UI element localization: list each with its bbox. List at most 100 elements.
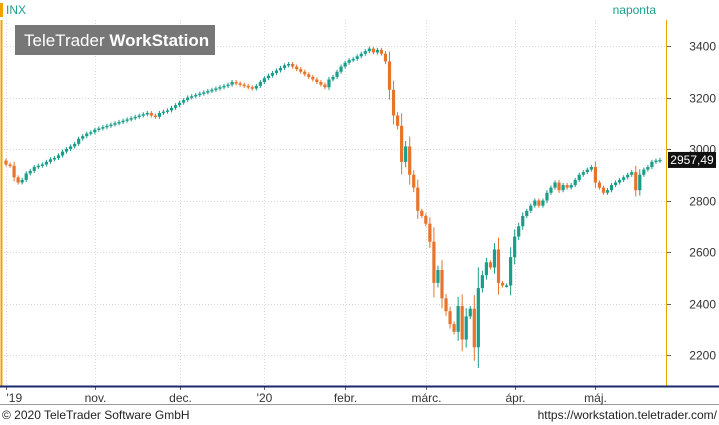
candle-body bbox=[97, 128, 101, 130]
candle bbox=[577, 172, 581, 182]
candle bbox=[270, 70, 275, 78]
candle-body bbox=[121, 120, 125, 123]
candle-body bbox=[379, 49, 384, 54]
candle bbox=[28, 168, 32, 176]
candle bbox=[32, 164, 36, 173]
candle-body bbox=[178, 102, 182, 106]
candle-body bbox=[630, 172, 634, 175]
candle-body bbox=[133, 116, 137, 119]
candle-body bbox=[521, 215, 525, 227]
candle-body bbox=[242, 84, 246, 87]
last-price-bg bbox=[668, 151, 716, 168]
candle-body bbox=[468, 308, 472, 317]
candle-body bbox=[589, 167, 593, 170]
candle bbox=[561, 182, 565, 193]
candle-body bbox=[492, 249, 497, 268]
candle bbox=[452, 321, 456, 335]
candle bbox=[537, 198, 541, 208]
candle-body bbox=[561, 185, 565, 191]
candle-body bbox=[16, 177, 20, 183]
candle-body bbox=[391, 89, 396, 116]
candle-body bbox=[480, 275, 484, 289]
candle-body bbox=[569, 185, 573, 188]
interval-label: naponta bbox=[613, 3, 657, 17]
candle bbox=[169, 105, 174, 113]
vertical-gridlines bbox=[6, 20, 596, 390]
candle-body bbox=[416, 187, 420, 211]
candle-body bbox=[464, 316, 468, 340]
candle bbox=[89, 130, 93, 136]
candle-body bbox=[593, 167, 597, 183]
candle bbox=[141, 112, 145, 118]
candle bbox=[190, 94, 194, 100]
candle-body bbox=[577, 174, 581, 180]
candle-body bbox=[64, 149, 69, 152]
candle bbox=[218, 85, 222, 91]
candle-body bbox=[549, 187, 553, 193]
candle bbox=[93, 127, 97, 135]
candle bbox=[291, 61, 295, 69]
copyright-text: © 2020 TeleTrader Software GmbH bbox=[2, 408, 190, 422]
candle-body bbox=[295, 66, 299, 70]
candle-body bbox=[565, 185, 569, 188]
candle bbox=[545, 190, 549, 204]
candle bbox=[638, 169, 642, 196]
candle bbox=[254, 83, 258, 91]
candle bbox=[282, 63, 287, 70]
candle bbox=[375, 47, 380, 55]
x-tick-label: márc. bbox=[412, 391, 442, 405]
candle bbox=[73, 141, 77, 149]
candle bbox=[81, 134, 85, 141]
candle bbox=[202, 90, 206, 96]
candle-body bbox=[214, 88, 218, 90]
candle bbox=[8, 162, 12, 168]
candle bbox=[214, 86, 218, 92]
candle bbox=[464, 308, 468, 348]
candle-body bbox=[307, 74, 311, 77]
candle bbox=[642, 167, 646, 177]
candle-body bbox=[371, 48, 375, 53]
candle-body bbox=[581, 172, 585, 175]
candle-body bbox=[105, 125, 109, 128]
candle bbox=[424, 213, 428, 227]
candle-body bbox=[274, 70, 279, 74]
candle bbox=[400, 113, 404, 175]
candle bbox=[416, 179, 420, 219]
candle bbox=[565, 182, 569, 190]
candle bbox=[48, 157, 53, 164]
candle-body bbox=[262, 78, 266, 83]
candle-body bbox=[230, 82, 234, 85]
candle bbox=[295, 64, 299, 72]
candle-body bbox=[613, 182, 618, 186]
candle-body bbox=[210, 89, 214, 92]
candle-body bbox=[634, 172, 638, 191]
candle bbox=[161, 109, 166, 116]
candle-body bbox=[517, 226, 521, 237]
candle-body bbox=[81, 136, 85, 139]
candle-body bbox=[24, 173, 28, 180]
candle bbox=[182, 98, 186, 105]
candle-body bbox=[157, 112, 162, 117]
candle bbox=[626, 172, 630, 180]
candle bbox=[646, 164, 650, 172]
candle bbox=[613, 180, 618, 188]
candle-body bbox=[202, 92, 206, 94]
candle bbox=[589, 164, 593, 172]
candle-body bbox=[404, 146, 408, 162]
candle-body bbox=[190, 96, 194, 98]
candle bbox=[408, 136, 412, 185]
candle-body bbox=[250, 87, 254, 89]
candle-body bbox=[472, 308, 476, 348]
candle bbox=[246, 83, 250, 90]
candle bbox=[315, 77, 319, 85]
candle bbox=[117, 119, 121, 126]
candle bbox=[412, 170, 416, 193]
source-url: https://workstation.teletrader.com/ bbox=[538, 408, 718, 422]
candle-body bbox=[504, 285, 509, 287]
candle bbox=[553, 180, 557, 190]
candle bbox=[650, 159, 654, 170]
x-tick-label: '19 bbox=[7, 391, 23, 405]
candle bbox=[186, 95, 190, 103]
candle bbox=[299, 67, 303, 74]
candle-body bbox=[335, 71, 339, 77]
